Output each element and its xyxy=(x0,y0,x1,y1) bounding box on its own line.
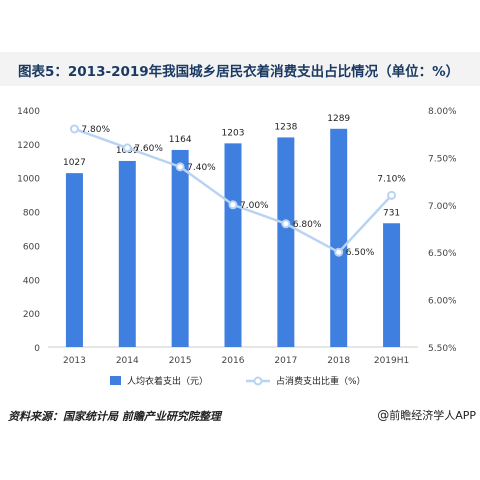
at-symbol-icon: @ xyxy=(377,408,390,422)
bar-value-label: 1203 xyxy=(222,128,245,138)
line-value-label: 6.80% xyxy=(293,220,322,230)
y-right-tick-label: 8.00% xyxy=(428,107,457,117)
x-tick-label: 2013 xyxy=(63,356,86,366)
bar-value-label: 1238 xyxy=(274,122,297,132)
x-tick-label: 2016 xyxy=(222,356,245,366)
line-point xyxy=(69,124,79,134)
x-tick-label: 2017 xyxy=(274,356,297,366)
y-left-tick-label: 800 xyxy=(23,209,40,219)
line-point xyxy=(122,143,132,153)
chart-title: 图表5：2013-2019年我国城乡居民衣着消费支出占比情况（单位：%） xyxy=(18,64,460,80)
x-tick-label: 2015 xyxy=(169,356,192,366)
y-left-tick-label: 0 xyxy=(34,344,40,354)
legend-bar-swatch xyxy=(110,376,121,385)
title-bar: 图表5：2013-2019年我国城乡居民衣着消费支出占比情况（单位：%） xyxy=(0,52,480,86)
x-tick-label: 2018 xyxy=(327,356,350,366)
y-right-tick-label: 5.50% xyxy=(428,344,457,354)
line-value-label: 7.60% xyxy=(134,144,163,154)
line-value-label: 7.40% xyxy=(187,163,216,173)
legend-bar-label: 人均衣着支出（元） xyxy=(127,375,208,387)
line-value-label: 6.50% xyxy=(346,248,375,258)
line-point xyxy=(334,247,344,257)
y-left-tick-label: 600 xyxy=(23,242,40,252)
source-note: 资料来源：国家统计局 前瞻产业研究院整理 xyxy=(8,410,221,423)
bar xyxy=(224,143,242,347)
y-right-tick-label: 6.00% xyxy=(428,297,457,307)
brand-credit: @前瞻经济学人APP xyxy=(377,407,476,423)
y-left-tick-label: 400 xyxy=(23,276,40,286)
y-left-tick-label: 1200 xyxy=(17,141,40,151)
line-value-label: 7.80% xyxy=(81,125,110,135)
bar-value-label: 1027 xyxy=(63,158,86,168)
bar xyxy=(118,160,136,347)
bar xyxy=(330,128,348,347)
line-point xyxy=(228,200,238,210)
y-right-tick-label: 7.00% xyxy=(428,202,457,212)
y-left-tick-label: 200 xyxy=(23,310,40,320)
line-value-label: 7.00% xyxy=(240,201,269,211)
line-point xyxy=(387,190,397,200)
bar-value-label: 731 xyxy=(383,208,400,218)
x-tick-label: 2014 xyxy=(116,356,139,366)
legend-line-marker xyxy=(253,376,263,386)
x-tick-label: 2019H1 xyxy=(374,356,409,366)
bar-value-label: 1289 xyxy=(327,114,350,124)
bar xyxy=(65,173,83,347)
line-point xyxy=(175,162,185,172)
line-value-label: 7.10% xyxy=(377,174,406,184)
bar xyxy=(383,223,401,347)
y-right-tick-label: 7.50% xyxy=(428,154,457,164)
y-left-tick-label: 1400 xyxy=(17,107,40,117)
y-right-tick-label: 6.50% xyxy=(428,249,457,259)
bar-value-label: 1164 xyxy=(169,135,192,145)
brand-name: 前瞻经济学人APP xyxy=(389,409,476,422)
line-point xyxy=(281,219,291,229)
bar xyxy=(171,149,189,347)
legend-line-label: 占消费支出比重（%） xyxy=(276,375,366,387)
bar xyxy=(277,137,295,347)
y-left-tick-label: 1000 xyxy=(17,175,40,185)
